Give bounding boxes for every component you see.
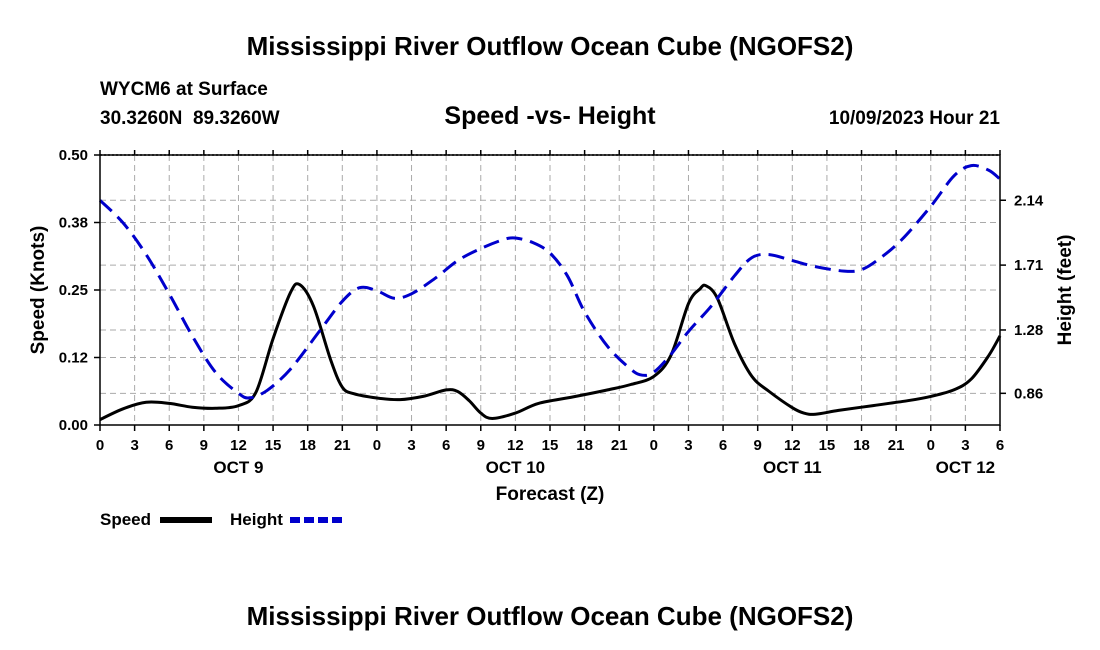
x-tick-label: 15 <box>819 437 836 454</box>
x-tick-label: 9 <box>754 437 762 454</box>
y-axis-right: 0.86 1.28 1.71 2.14 <box>1000 192 1044 402</box>
legend-speed-label: Speed <box>100 510 151 529</box>
x-tick-label: 21 <box>888 437 905 454</box>
legend: Speed Height <box>100 510 342 529</box>
day-labels: OCT 9 OCT 10 OCT 11 OCT 12 <box>213 458 995 477</box>
x-tick-label: 6 <box>719 437 727 454</box>
station-label: WYCM6 at Surface <box>100 79 268 100</box>
x-tick-label: 3 <box>130 437 138 454</box>
timestamp-label: 10/09/2023 Hour 21 <box>829 108 1001 129</box>
y-axis-right-label: Height (feet) <box>1055 235 1076 346</box>
x-tick-label: 3 <box>961 437 969 454</box>
y-left-tick-label: 0.12 <box>59 350 88 367</box>
chart-subtitle: Speed -vs- Height <box>444 102 656 130</box>
x-axis: 0 3 6 9 12 15 18 21 0 3 6 9 12 15 18 21 0 3 6 9 12 15 18 21 0 3 6 <box>96 150 1004 454</box>
y-right-tick-label: 1.28 <box>1014 322 1043 339</box>
y-right-tick-label: 1.71 <box>1014 257 1043 274</box>
coords-label: 30.3260N 89.3260W <box>100 108 280 129</box>
y-left-tick-label: 0.50 <box>59 147 88 164</box>
x-tick-label: 0 <box>650 437 658 454</box>
x-tick-label: 3 <box>684 437 692 454</box>
series-line-speed <box>99 282 1002 421</box>
x-axis-label: Forecast (Z) <box>496 484 605 505</box>
x-tick-label: 0 <box>96 437 104 454</box>
y-right-tick-label: 2.14 <box>1014 192 1044 209</box>
y-axis-left: 0.00 0.12 0.25 0.38 0.50 <box>59 147 100 434</box>
x-tick-label: 21 <box>611 437 628 454</box>
x-tick-label: 15 <box>542 437 559 454</box>
x-tick-label: 6 <box>165 437 173 454</box>
grid-lines <box>100 155 1000 425</box>
legend-height-label: Height <box>230 510 283 529</box>
day-label: OCT 12 <box>936 458 996 477</box>
x-tick-label: 18 <box>576 437 593 454</box>
day-label: OCT 10 <box>486 458 546 477</box>
y-left-tick-label: 0.00 <box>59 417 88 434</box>
chart-title: Mississippi River Outflow Ocean Cube (NG… <box>247 31 854 61</box>
x-tick-label: 12 <box>507 437 524 454</box>
x-tick-label: 3 <box>407 437 415 454</box>
x-tick-label: 0 <box>373 437 381 454</box>
x-tick-label: 9 <box>477 437 485 454</box>
x-tick-label: 6 <box>996 437 1004 454</box>
y-axis-left-label: Speed (Knots) <box>28 226 49 355</box>
x-tick-label: 15 <box>265 437 282 454</box>
y-right-tick-label: 0.86 <box>1014 385 1043 402</box>
x-tick-label: 9 <box>200 437 208 454</box>
x-tick-label: 12 <box>784 437 801 454</box>
x-tick-label: 18 <box>853 437 870 454</box>
footer-title: Mississippi River Outflow Ocean Cube (NG… <box>247 601 854 631</box>
y-left-tick-label: 0.25 <box>59 282 88 299</box>
x-tick-label: 18 <box>299 437 316 454</box>
x-tick-label: 21 <box>334 437 351 454</box>
y-left-tick-label: 0.38 <box>59 215 88 232</box>
x-tick-label: 0 <box>927 437 935 454</box>
x-tick-label: 12 <box>230 437 247 454</box>
day-label: OCT 9 <box>213 458 263 477</box>
day-label: OCT 11 <box>763 458 822 477</box>
series-lines <box>98 163 1002 421</box>
series-line-height <box>98 163 1001 400</box>
x-tick-label: 6 <box>442 437 450 454</box>
